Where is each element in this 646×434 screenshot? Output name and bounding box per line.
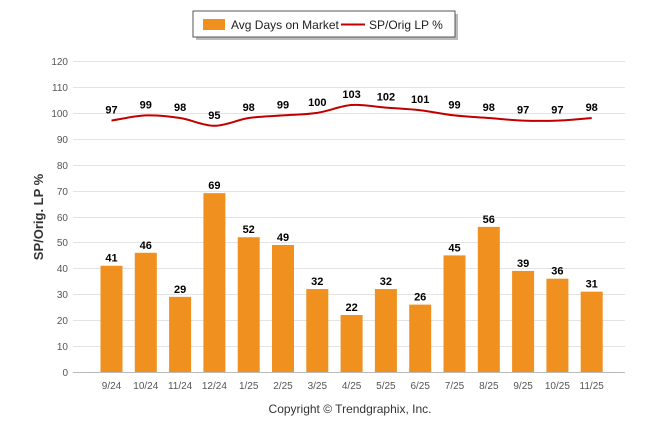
bar-value-label: 22 [345,302,357,314]
x-tick-label: 11/25 [580,381,605,392]
line-value-label: 98 [483,102,495,114]
x-tick-label: 2/25 [273,381,293,392]
line-value-label: 98 [243,102,255,114]
x-axis-ticks: 9/24 10/24 11/24 12/24 1/25 2/25 3/25 4/25 5/25 6… [102,381,605,392]
line-series [111,103,592,127]
bar-value-label: 29 [174,284,186,296]
line-value-label: 97 [551,105,563,117]
bar-value-label: 56 [483,214,495,226]
line-value-label: 98 [174,102,186,114]
line-value-label: 95 [208,110,220,122]
line-value-label: 100 [308,97,326,109]
copyright: Copyright © Trendgraphix, Inc. [269,402,432,416]
x-tick-label: 9/24 [102,381,122,392]
y-tick-label: 90 [57,135,69,146]
line-value-label: 99 [448,99,460,111]
bar [580,291,603,372]
bar [169,296,192,372]
legend-line-label: SP/Orig LP % [369,18,443,32]
x-tick-label: 6/25 [410,381,430,392]
bar [340,314,363,372]
line-value-label: 102 [377,92,395,104]
bar-value-label: 45 [448,242,460,254]
y-tick-label: 30 [57,290,69,301]
bar [477,226,500,372]
bar [306,289,329,372]
bar [134,252,157,372]
legend: Avg Days on Market SP/Orig LP % [192,10,458,40]
x-tick-label: 5/25 [376,381,396,392]
x-tick-label: 4/25 [342,381,362,392]
line-value-label: 99 [277,99,289,111]
y-tick-label: 20 [57,316,69,327]
line-value-label: 101 [411,94,429,106]
y-tick-label: 70 [57,187,69,198]
y-tick-label: 50 [57,238,69,249]
bar [237,237,260,372]
bar-value-label: 32 [311,276,323,288]
bar-value-label: 31 [586,279,598,291]
y-tick-label: 10 [57,342,69,353]
y-axis-label: SP/Orig. LP % [31,173,46,260]
bar [546,278,569,372]
bar [272,245,294,372]
x-tick-label: 7/25 [445,381,465,392]
y-tick-label: 100 [51,109,68,120]
bar-series [100,193,603,372]
y-tick-label: 40 [57,264,69,275]
bar-value-label: 49 [277,232,289,244]
line-value-label: 97 [105,105,117,117]
y-tick-label: 60 [57,213,69,224]
y-tick-label: 80 [57,161,69,172]
x-tick-label: 9/25 [513,381,533,392]
bar-value-label: 39 [517,258,529,270]
bar-value-label: 46 [140,240,152,252]
x-tick-label: 12/24 [202,381,227,392]
bar [100,265,123,372]
y-axis-ticks: 0 10 20 30 40 50 60 70 80 90 100 110 120 [51,57,68,379]
bar [443,255,466,372]
line-value-label: 99 [140,99,152,111]
y-tick-label: 0 [62,368,68,379]
x-tick-label: 10/25 [545,381,570,392]
bar-value-label: 41 [105,253,117,265]
bar-value-label: 26 [414,292,426,304]
x-tick-label: 10/24 [133,381,158,392]
legend-box [192,10,456,38]
y-tick-label: 110 [52,83,68,94]
line-value-label: 97 [517,105,529,117]
x-tick-label: 11/24 [168,381,193,392]
bar-value-label: 32 [380,276,392,288]
x-tick-label: 8/25 [479,381,499,392]
bar [374,289,397,372]
bar [409,304,432,372]
line-value-label: 98 [586,102,598,114]
bar-value-label: 36 [551,266,563,278]
bar [203,193,226,372]
data-labels: 41 46 29 69 52 49 32 22 32 26 45 56 39 36 31 97 99 98 95 98… [105,89,597,314]
legend-bar-swatch [203,19,225,30]
bar-value-label: 52 [243,224,255,236]
bar-value-label: 69 [208,180,220,192]
y-tick-label: 120 [51,57,68,68]
line-value-label: 103 [342,89,360,101]
x-tick-label: 3/25 [308,381,328,392]
legend-bar-label: Avg Days on Market [231,18,339,32]
line-path [111,103,592,127]
bar [512,270,535,372]
x-tick-label: 1/25 [239,381,259,392]
